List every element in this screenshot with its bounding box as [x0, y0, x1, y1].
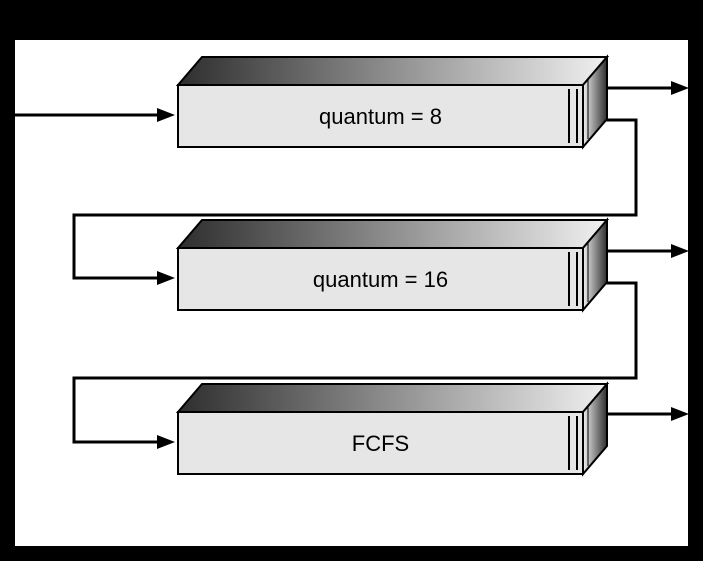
box-top: [178, 57, 607, 85]
queue-q1: quantum = 16: [178, 220, 607, 310]
queue-q0: quantum = 8: [178, 57, 607, 147]
queue-q2: FCFS: [178, 384, 607, 474]
box-top: [178, 384, 607, 412]
mlfq-diagram: quantum = 8 quantum = 16 FCFS: [0, 0, 703, 561]
box-top: [178, 220, 607, 248]
queue-label: quantum = 8: [319, 104, 442, 129]
queue-label: quantum = 16: [313, 267, 448, 292]
queue-label: FCFS: [352, 431, 409, 456]
